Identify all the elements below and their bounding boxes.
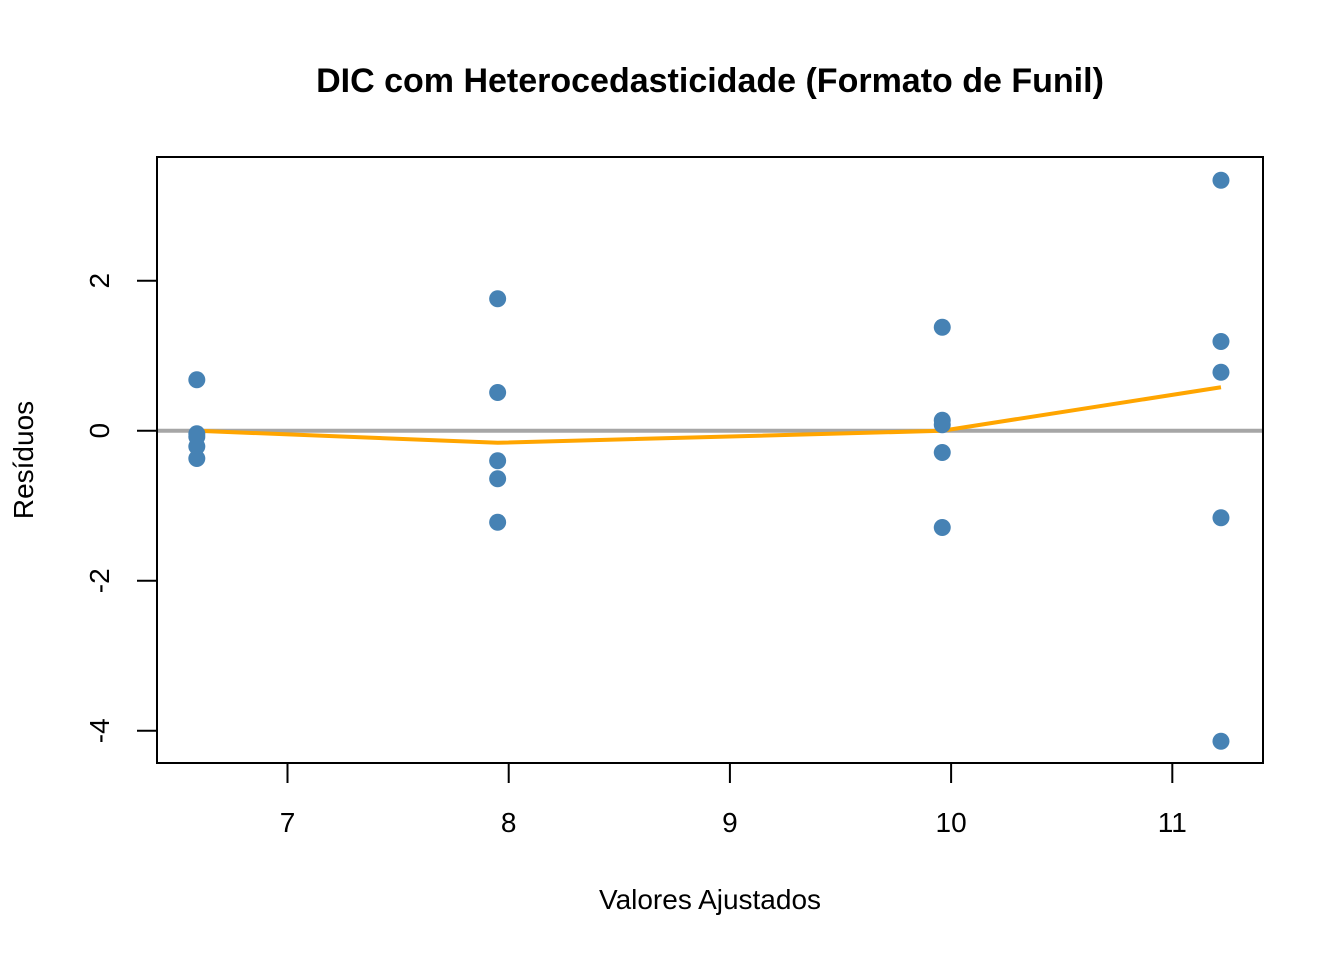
x-tick-label-9: 9	[722, 807, 738, 838]
data-point-13	[933, 416, 951, 434]
smooth-trend-line	[196, 385, 1222, 445]
y-tick-label--2: -2	[84, 568, 115, 593]
data-point-17	[1212, 333, 1230, 350]
data-point-10	[489, 513, 507, 531]
y-tick-label--4: -4	[84, 718, 115, 743]
data-point-1	[188, 371, 206, 389]
plot-area	[157, 171, 1263, 750]
data-point-15	[933, 519, 951, 536]
data-point-5	[188, 450, 206, 467]
residual-points	[188, 171, 1230, 750]
data-point-7	[489, 384, 507, 401]
x-tick-label-10: 10	[936, 807, 967, 838]
x-axis: 7 8 9 10 11	[280, 762, 1187, 838]
data-point-6	[489, 290, 507, 308]
y-tick-label-0: 0	[84, 423, 115, 439]
data-point-11	[933, 318, 951, 336]
data-point-14	[933, 444, 951, 461]
data-point-16	[1212, 171, 1230, 189]
x-tick-label-11: 11	[1158, 807, 1187, 838]
chart-title: DIC com Heterocedasticidade (Formato de …	[316, 62, 1104, 100]
x-tick-label-7: 7	[280, 807, 296, 838]
y-axis-label: Resíduos	[8, 401, 39, 519]
data-point-4	[188, 438, 206, 455]
y-tick-label-2: 2	[84, 273, 115, 289]
data-point-8	[489, 452, 507, 470]
y-axis: -4 -2 0 2	[84, 273, 158, 743]
data-point-9	[489, 470, 507, 488]
x-axis-label: Valores Ajustados	[599, 884, 821, 915]
data-point-20	[1212, 732, 1230, 750]
data-point-18	[1212, 363, 1230, 381]
data-point-19	[1212, 509, 1230, 527]
plot-frame	[156, 156, 1264, 764]
x-tick-label-8: 8	[501, 807, 517, 838]
